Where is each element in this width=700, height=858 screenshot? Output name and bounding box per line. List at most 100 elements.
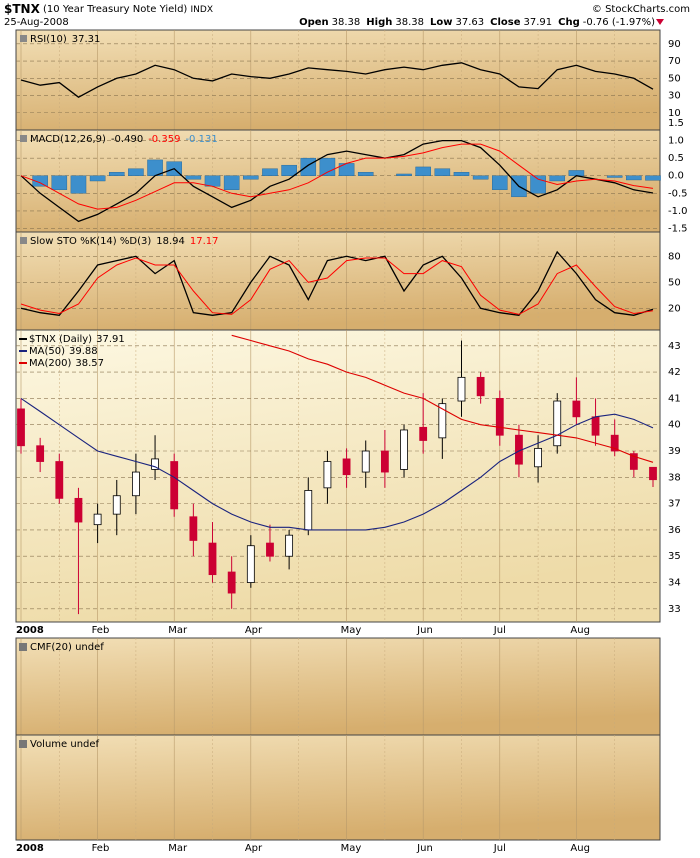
histogram-bar [415,166,431,176]
date: 25-Aug-2008 [4,17,69,28]
x-tick-label: Mar [168,625,188,636]
quote-value: 38.38 [332,17,361,28]
y-tick-label: -1.0 [668,206,688,217]
histogram-bar [223,175,240,190]
panel-bg [15,637,661,736]
indicator-line [20,250,654,316]
legend-value: -0.359 [148,134,180,145]
histogram-bar [185,175,202,180]
y-tick-label: 10 [668,108,681,119]
down-arrow [656,19,664,25]
legend: Volume undef [30,739,100,750]
symbol-name: (10 Year Treasury Note Yield) [43,4,187,15]
legend: MACD(12,26,9) -0.490 -0.359 -0.131 [30,134,218,145]
candle-body [553,400,562,447]
candle-body [189,516,198,541]
quote-value: 37.63 [455,17,484,28]
indicator-line [20,257,654,315]
candle-body [572,400,581,418]
candle-body [649,466,657,481]
legend: CMF(20) undef [30,642,104,653]
candle-body [55,461,64,499]
legend-swatch [19,643,27,651]
y-tick-label: 1.5 [668,118,684,129]
panel-bg [15,329,661,623]
y-tick-label: 38 [668,472,681,483]
x-tick-label: Feb [92,843,110,854]
y-tick-label: 37 [668,499,681,510]
histogram-bar [300,157,317,176]
x-tick-label: 2008 [16,843,44,854]
histogram-bar [319,157,336,176]
histogram-bar [396,173,412,176]
y-tick-label: 33 [668,604,681,615]
indicator-line [20,143,654,210]
histogram-bar [243,175,259,180]
legend-value: -0.131 [185,134,217,145]
histogram-bar [204,175,221,187]
candle-body [304,490,313,531]
x-tick-label: Aug [570,625,590,636]
legend-value: -0.490 [111,134,143,145]
indicator-line [20,139,654,223]
panel-bg [15,734,661,841]
candle-body [534,447,542,468]
x-tick-label: May [341,843,362,854]
y-tick-label: 42 [668,367,681,378]
histogram-bar [530,175,546,194]
quote-value: -0.76 (-1.97%) [583,17,655,28]
legend: RSI(10) 37.31 [30,34,100,45]
y-tick-label: 1.0 [668,136,684,147]
legend-value: 17.17 [190,236,219,247]
y-tick-label: 0.0 [668,171,684,182]
histogram-bar [89,175,106,182]
moving-average [20,397,654,531]
legend-title: RSI(10) [30,34,67,45]
candle-body [151,458,159,470]
y-tick-label: 40 [668,420,681,431]
histogram-bar [606,175,623,178]
candle-body [610,434,619,452]
y-tick-label: 80 [668,251,681,262]
y-tick-label: 43 [668,341,681,352]
quote-label: High [366,17,392,28]
candle-body [380,450,389,473]
candle-body [400,429,408,470]
x-tick-label: 2008 [16,625,44,636]
candle-body [438,403,447,439]
candle-body [208,542,217,576]
legend-value: 37.91 [96,334,125,345]
x-tick-label: Jun [416,625,433,636]
x-tick-label: Aug [570,843,590,854]
candle-body [476,376,485,397]
histogram-bar [338,163,355,176]
histogram-bar [472,175,489,180]
y-tick-label: 20 [668,303,681,314]
legend-swatch [20,237,27,244]
y-tick-label: 30 [668,91,681,102]
moving-average [231,334,654,463]
histogram-bar [108,172,125,176]
x-tick-label: Apr [245,843,263,854]
legend-name: $TNX (Daily) [29,334,92,345]
histogram-bar [281,164,297,176]
candle-body [170,461,179,510]
legend: $TNX (Daily) 37.91 [29,334,125,345]
legend-name: MA(50) [29,346,65,357]
y-tick-label: 34 [668,578,681,589]
legend-title: Slow STO %K(14) %D(3) [30,236,151,247]
y-tick-label: 0.5 [668,153,684,164]
candle-body [457,376,466,402]
indicator-line [20,62,654,98]
candle-body [629,453,638,470]
quote-label: Chg [558,17,580,28]
x-tick-label: Mar [168,843,188,854]
candle-body [227,571,236,594]
candle-body [419,426,428,441]
legend-value: 39.88 [69,346,98,357]
legend: Slow STO %K(14) %D(3) 18.94 17.17 [30,236,219,247]
symbol: $TNX [4,2,41,16]
legend-value: 38.57 [75,358,104,369]
candle-body [132,471,140,497]
